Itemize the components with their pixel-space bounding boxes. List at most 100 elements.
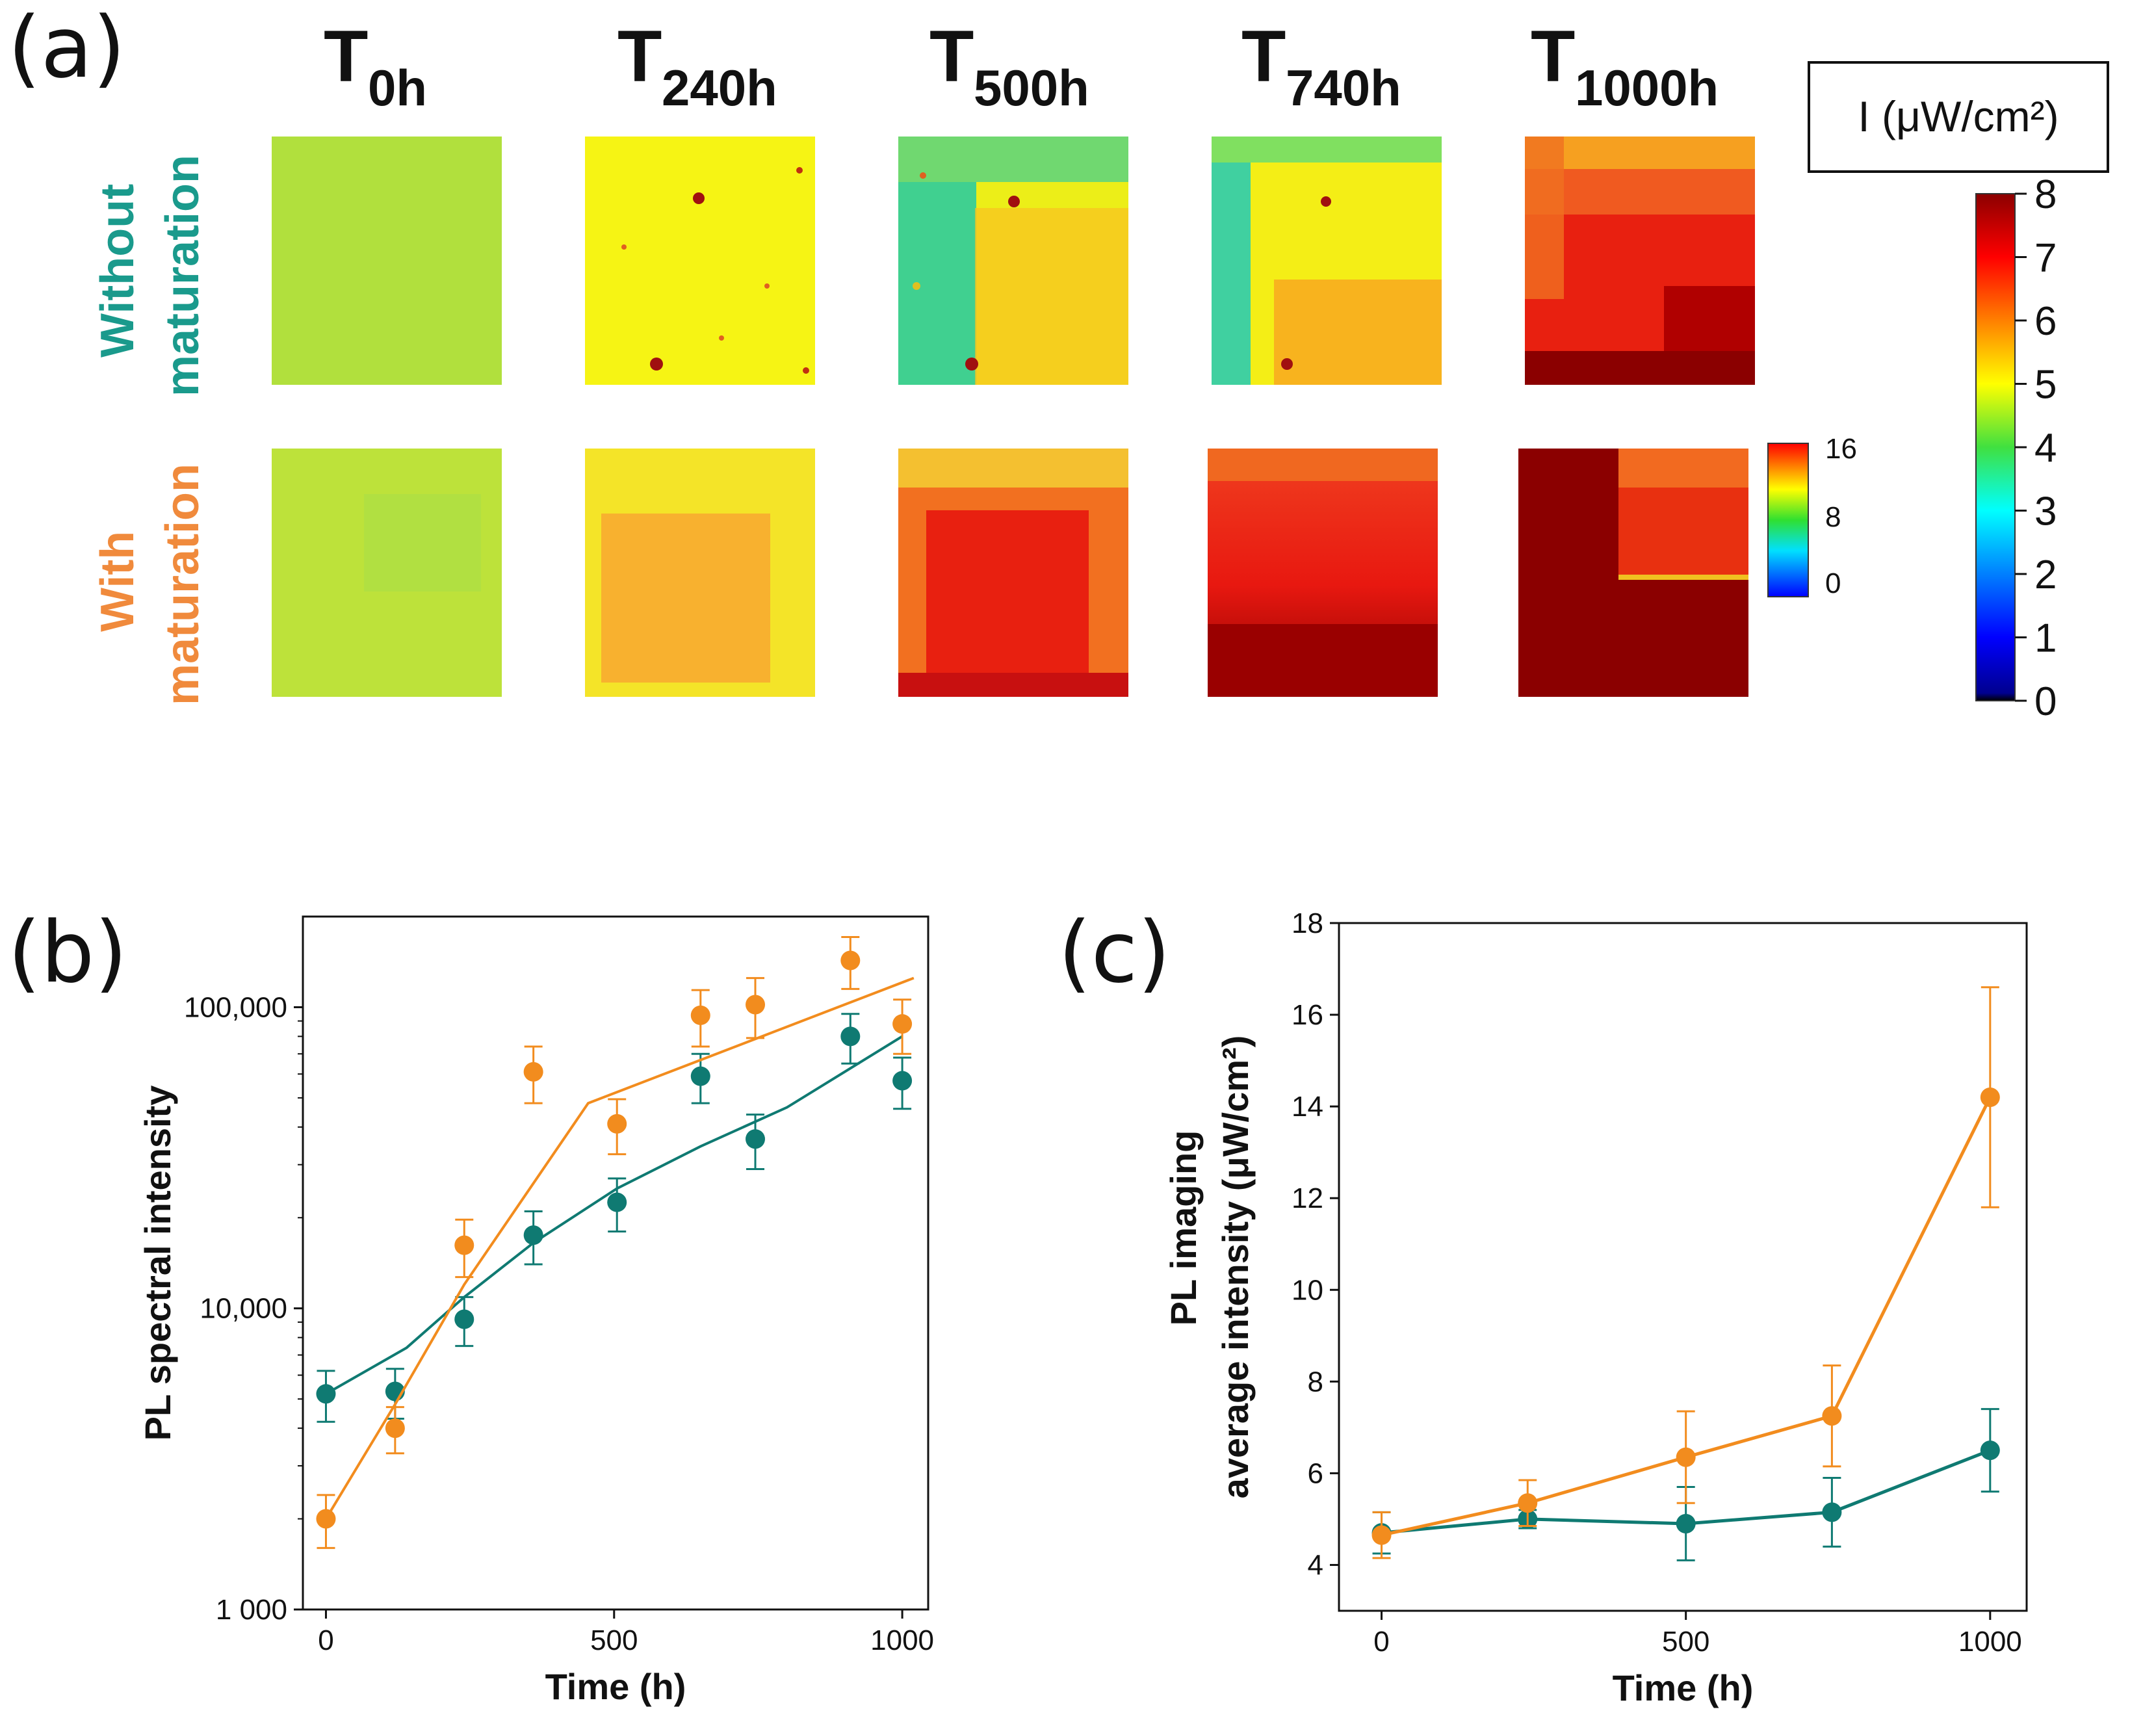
colorbar-main-tick: 3 (2034, 489, 2057, 534)
data-point (1676, 1447, 1696, 1467)
y-axis-title-line2: average intensity (μW/cm²) (1215, 1036, 1256, 1499)
heatmap-with-0h (272, 449, 502, 697)
data-point (385, 1418, 405, 1439)
colorbar-small-tick: 0 (1825, 567, 1841, 599)
series-0 (316, 1013, 913, 1423)
y-tick-label: 4 (1308, 1549, 1323, 1581)
row-label-line2: maturation (157, 155, 209, 397)
data-point (607, 1114, 627, 1134)
colorbar-small-tick: 8 (1825, 501, 1841, 533)
data-point (1518, 1493, 1538, 1513)
colorbar-main-tick: 4 (2034, 426, 2057, 471)
data-point (454, 1235, 474, 1255)
y-tick-label: 10 (1292, 1274, 1323, 1306)
data-point (523, 1062, 543, 1082)
colorbar-title-box (1808, 61, 2109, 173)
row-label-without: Without maturation (92, 155, 209, 397)
row-label-with: With maturation (92, 463, 209, 705)
colorbar-main-tick: 7 (2034, 236, 2057, 281)
data-point (1980, 1088, 2000, 1108)
time-header-4: T 1000h (1531, 16, 1719, 116)
time-header-t: T (1241, 16, 1286, 97)
data-point (746, 995, 766, 1015)
time-header-3: T 740h (1241, 16, 1401, 116)
data-point (1822, 1502, 1842, 1522)
heatmap-without-1000h (1525, 137, 1755, 385)
time-header-t: T (1531, 16, 1575, 97)
time-header-0: T 0h (324, 16, 427, 116)
x-tick-label: 500 (590, 1624, 638, 1656)
x-tick-label: 1000 (1958, 1626, 2022, 1658)
y-tick-label: 8 (1308, 1366, 1323, 1398)
series-line (325, 1035, 903, 1396)
plot-frame (302, 915, 929, 1611)
heatmap-without-0h (272, 137, 502, 385)
x-tick-label: 1000 (870, 1624, 934, 1656)
colorbar-main-tick: 1 (2034, 616, 2057, 661)
plot-frame (1338, 922, 2028, 1612)
time-header-t: T (929, 16, 974, 97)
series-1 (1371, 986, 2000, 1559)
data-point (316, 1384, 336, 1404)
data-point (840, 1026, 861, 1047)
time-header-sub: 240h (662, 59, 777, 116)
plot-c: 0 500 1000 4 6 8 10 12 14 16 18 Time (h) PL imaging a… (1163, 907, 2028, 1708)
y-tick-label: 16 (1292, 999, 1323, 1031)
y-tick-label: 100,000 (184, 991, 287, 1023)
time-header-1: T 240h (617, 16, 777, 116)
y-tick-label: 1 000 (216, 1594, 287, 1626)
data-point (892, 1071, 913, 1091)
data-point (607, 1192, 627, 1212)
heatmap-with-1000h (1518, 449, 1748, 697)
data-point (1676, 1513, 1696, 1533)
data-point (454, 1309, 474, 1329)
data-point (1822, 1406, 1842, 1426)
y-tick-label: 10,000 (200, 1293, 287, 1325)
data-point (690, 1066, 710, 1086)
data-point (523, 1225, 543, 1245)
heatmap-with-240h (585, 449, 815, 697)
y-axis-title: PL spectral intensity (137, 1086, 178, 1441)
data-point (316, 1509, 336, 1529)
y-tick-label: 14 (1292, 1091, 1323, 1123)
row-label-line1: With (92, 531, 144, 632)
time-header-sub: 1000h (1575, 59, 1719, 116)
x-tick-label: 500 (1662, 1626, 1709, 1658)
series-1 (316, 936, 915, 1549)
colorbar-main-tick: 0 (2034, 679, 2057, 724)
x-axis-title: Time (h) (545, 1666, 686, 1707)
colorbar-main-tick: 8 (2034, 172, 2057, 217)
time-header-sub: 500h (974, 59, 1089, 116)
colorbar-main-tick: 2 (2034, 553, 2057, 597)
colorbar-small: 16 8 0 (1767, 433, 1857, 599)
x-tick-label: 0 (1373, 1626, 1389, 1658)
colorbar-main: I (μW/cm²) 8 7 6 5 4 3 2 1 0 (1808, 61, 2109, 724)
heatmap-with-740h (1208, 449, 1438, 697)
time-header-t: T (617, 16, 662, 97)
time-header-sub: 0h (368, 59, 427, 116)
data-point (1980, 1440, 2000, 1461)
panel-a-label: (a) (8, 0, 125, 97)
series-line (324, 976, 915, 1520)
time-header-2: T 500h (929, 16, 1089, 116)
colorbar-small-tick: 16 (1825, 433, 1857, 465)
heatmap-without-740h (1212, 137, 1442, 385)
data-point (840, 950, 861, 971)
data-point (690, 1005, 710, 1025)
row-label-line2: maturation (157, 463, 209, 705)
x-tick-label: 0 (318, 1624, 333, 1656)
row-label-line1: Without (92, 184, 144, 358)
panel-c-label: (c) (1058, 903, 1171, 1002)
heatmap-with-500h (898, 449, 1128, 697)
heatmap-without-240h (585, 137, 815, 385)
y-tick-label: 12 (1292, 1182, 1323, 1214)
time-header-t: T (324, 16, 368, 97)
data-point (892, 1014, 913, 1034)
colorbar-title: I (μW/cm²) (1858, 92, 2059, 140)
colorbar-main-tick: 5 (2034, 363, 2057, 408)
plot-b: 0 500 1000 1 000 10,000 100,000 Time (h) PL spe… (137, 915, 934, 1707)
panel-b-label: (b) (8, 903, 127, 1002)
heatmap-without-500h (898, 137, 1128, 385)
data-point (1371, 1525, 1392, 1545)
